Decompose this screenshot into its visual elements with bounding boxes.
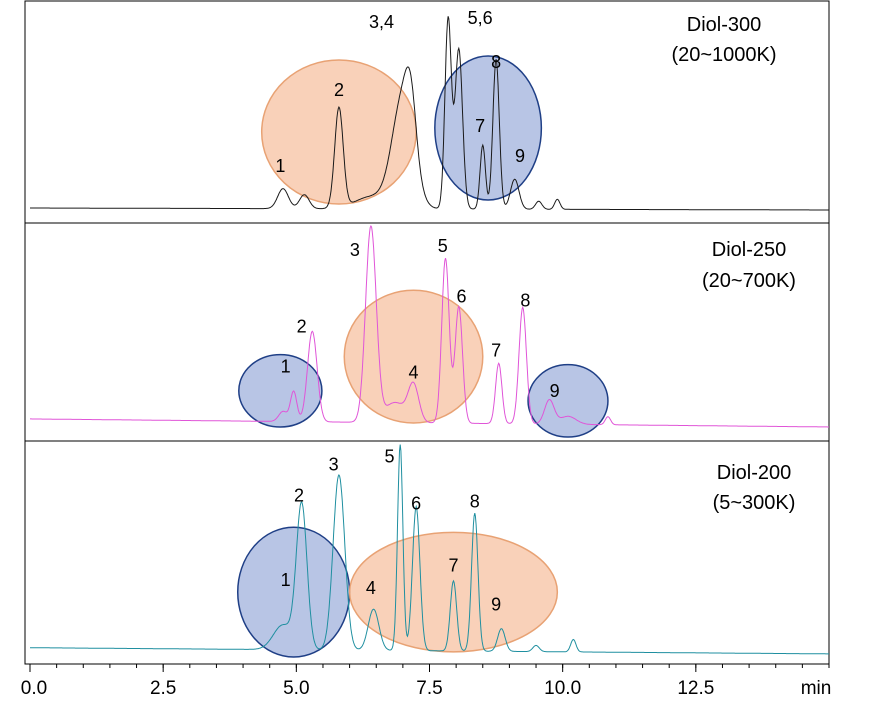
highlight-ellipse-blue (434, 55, 543, 201)
peak-label: 4 (409, 363, 419, 383)
x-tick-label: 2.5 (150, 678, 176, 699)
peak-label: 2 (294, 485, 304, 505)
peak-label: 2 (334, 80, 344, 100)
peak-label: 7 (448, 555, 458, 575)
x-tick-label: 10.0 (544, 678, 581, 699)
highlight-ellipse-blue (238, 353, 323, 428)
x-tick-label: 12.5 (677, 678, 714, 699)
peak-label: 6 (411, 494, 421, 514)
highlight-ellipse-orange (348, 531, 559, 653)
peak-label: 9 (550, 381, 560, 401)
peak-label: 3,4 (369, 12, 394, 32)
x-tick-label: 7.5 (416, 678, 442, 699)
peak-label: 9 (515, 146, 525, 166)
x-tick-label: 5.0 (283, 678, 309, 699)
peak-label: 8 (470, 492, 480, 512)
peak-label: 5 (385, 446, 395, 466)
panel-diol250: 12 3 4 5 6 7 8 9 Diol-250 (20~700K) (24, 222, 830, 442)
x-axis-unit: min (801, 678, 832, 699)
panel-subtitle: (20~1000K) (671, 44, 776, 66)
peak-label: 2 (297, 317, 307, 337)
peak-label: 1 (275, 156, 285, 176)
x-axis: 0.0 2.5 5.0 7.5 10.0 12.5 min (21, 663, 832, 699)
chromatogram-trace-diol300 (30, 16, 829, 211)
peak-label: 8 (491, 52, 501, 72)
peak-label: 1 (281, 570, 291, 590)
panel-subtitle: (5~300K) (713, 492, 796, 514)
x-tick-label: 0.0 (21, 678, 47, 699)
peak-label: 6 (456, 286, 466, 306)
panel-diol200: 1 2 3 4 5 6 7 8 9 Diol-200 (5~300K) (24, 440, 830, 665)
peak-label: 5,6 (468, 8, 493, 28)
peak-label: 1 (281, 357, 291, 377)
panel-diol300: 1 2 3,4 5,6 8 7 9 Diol-300 (20~1000K) (24, 0, 830, 224)
panel-title: Diol-250 (712, 239, 786, 261)
chromatogram-trace-diol200 (30, 444, 829, 655)
panel-title: Diol-200 (717, 462, 791, 484)
peak-label: 8 (520, 290, 530, 310)
peak-label: 3 (329, 455, 339, 475)
peak-label: 7 (491, 341, 501, 361)
panel-title: Diol-300 (687, 14, 761, 36)
peak-label: 3 (350, 240, 360, 260)
panel-subtitle: (20~700K) (702, 270, 796, 292)
peak-label: 7 (475, 116, 485, 136)
chromatogram-trace-diol250 (30, 224, 829, 428)
highlight-ellipse-orange (343, 289, 484, 424)
highlight-ellipse-blue (527, 363, 609, 438)
peak-label: 4 (366, 578, 376, 598)
peak-label: 9 (491, 595, 501, 615)
peak-label: 5 (438, 236, 448, 256)
